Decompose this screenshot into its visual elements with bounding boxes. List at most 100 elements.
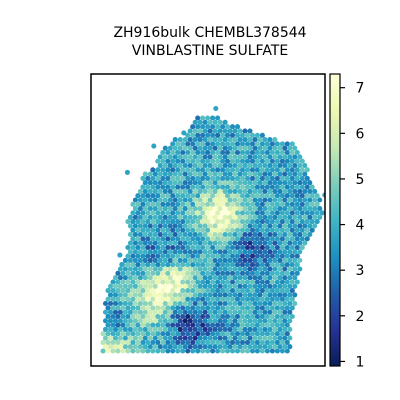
spot bbox=[284, 219, 290, 225]
spot bbox=[145, 288, 151, 294]
spot bbox=[294, 219, 300, 225]
spot bbox=[167, 180, 173, 186]
spot bbox=[197, 309, 203, 315]
spot bbox=[172, 137, 178, 143]
spot bbox=[135, 322, 141, 328]
spot bbox=[259, 158, 265, 164]
spot bbox=[232, 137, 238, 143]
spot bbox=[182, 197, 188, 203]
spot bbox=[284, 262, 290, 268]
spot bbox=[229, 149, 236, 156]
spot bbox=[217, 180, 223, 186]
spot bbox=[259, 236, 265, 242]
spot bbox=[215, 132, 221, 138]
spot bbox=[269, 262, 275, 268]
spot bbox=[125, 270, 131, 276]
spot bbox=[172, 154, 178, 160]
spot bbox=[150, 219, 156, 225]
spot bbox=[190, 132, 196, 138]
spot bbox=[215, 219, 221, 225]
spot bbox=[232, 214, 238, 220]
spot bbox=[287, 318, 293, 324]
spot bbox=[135, 262, 141, 268]
spot bbox=[207, 335, 213, 341]
spot bbox=[185, 244, 191, 251]
spot bbox=[102, 309, 109, 315]
spot bbox=[177, 145, 183, 151]
spot bbox=[157, 283, 163, 289]
spot bbox=[284, 149, 290, 156]
spot bbox=[212, 266, 218, 272]
spot bbox=[205, 339, 211, 345]
spot bbox=[190, 227, 196, 233]
spot bbox=[237, 214, 243, 220]
spot bbox=[279, 141, 285, 147]
spot bbox=[200, 201, 206, 207]
spot bbox=[287, 300, 293, 307]
spot bbox=[257, 137, 263, 143]
spot bbox=[262, 137, 268, 143]
spot bbox=[162, 231, 168, 238]
spot bbox=[102, 300, 109, 307]
spot bbox=[254, 322, 260, 328]
spot bbox=[252, 344, 258, 350]
spot bbox=[177, 154, 183, 160]
spot bbox=[170, 236, 176, 242]
spot bbox=[269, 236, 275, 242]
spot bbox=[284, 322, 290, 328]
spot bbox=[175, 270, 181, 276]
spot bbox=[182, 231, 188, 238]
spot bbox=[272, 309, 278, 315]
spot bbox=[237, 326, 243, 332]
spot bbox=[232, 180, 238, 186]
spot bbox=[234, 236, 241, 242]
spot bbox=[274, 244, 280, 251]
spot bbox=[299, 158, 305, 164]
spot bbox=[155, 339, 161, 345]
spot bbox=[247, 145, 253, 151]
spot bbox=[182, 223, 188, 229]
spot bbox=[150, 227, 156, 233]
spot bbox=[272, 300, 278, 307]
spot bbox=[207, 257, 213, 263]
spot bbox=[192, 335, 198, 341]
spot bbox=[205, 219, 211, 225]
spot bbox=[197, 344, 203, 350]
spot bbox=[299, 201, 305, 207]
spot bbox=[142, 318, 148, 324]
spot bbox=[287, 223, 293, 229]
spot bbox=[190, 149, 196, 156]
spot bbox=[181, 130, 187, 136]
spot bbox=[175, 296, 181, 302]
spot bbox=[170, 227, 176, 233]
spot bbox=[220, 305, 226, 311]
spot bbox=[259, 201, 265, 207]
spot bbox=[284, 279, 290, 285]
spot bbox=[287, 171, 293, 177]
spot bbox=[279, 149, 285, 156]
spot bbox=[220, 167, 226, 173]
spot bbox=[120, 331, 126, 337]
spot bbox=[217, 292, 223, 298]
spot bbox=[247, 275, 253, 281]
spot bbox=[274, 270, 280, 276]
spot bbox=[212, 223, 218, 229]
spot bbox=[112, 326, 119, 332]
spot bbox=[167, 206, 173, 212]
spot bbox=[175, 339, 181, 345]
spot bbox=[244, 158, 251, 164]
spot bbox=[197, 231, 203, 238]
spot bbox=[172, 283, 178, 289]
spot bbox=[140, 236, 146, 242]
spot bbox=[140, 331, 146, 337]
spot bbox=[195, 322, 201, 328]
spot bbox=[264, 158, 270, 164]
spot bbox=[294, 158, 300, 164]
spot bbox=[277, 231, 283, 238]
spot bbox=[120, 270, 126, 276]
spot bbox=[272, 162, 278, 169]
spot bbox=[249, 184, 256, 190]
spot bbox=[239, 184, 246, 190]
spot bbox=[155, 288, 161, 294]
spot bbox=[132, 318, 138, 324]
